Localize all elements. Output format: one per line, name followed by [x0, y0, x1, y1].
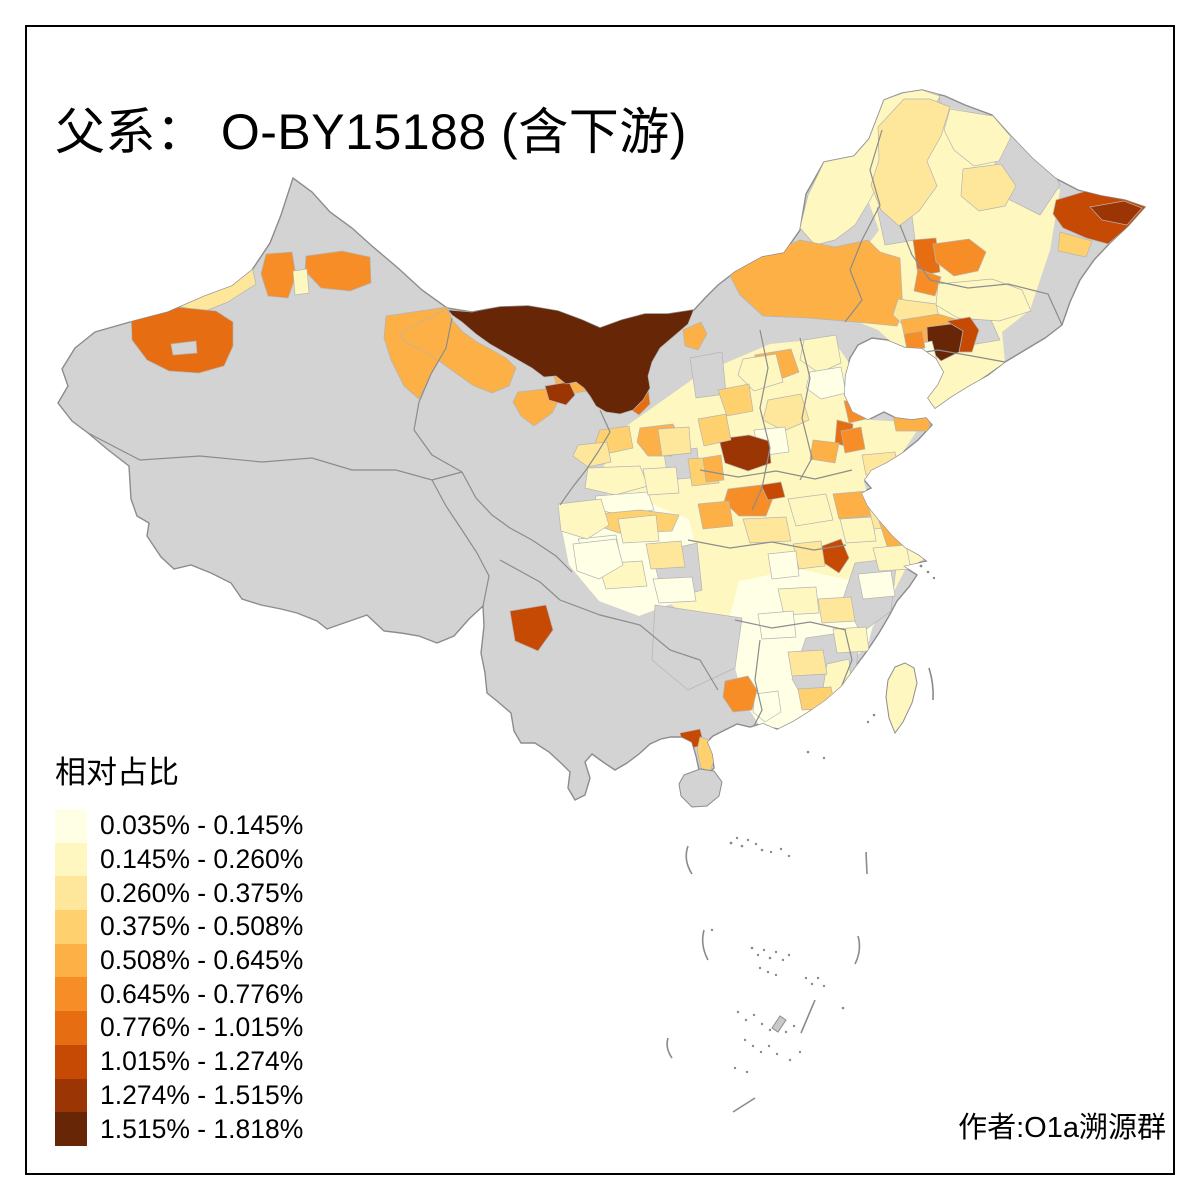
legend-swatch: [55, 910, 87, 944]
legend-item: 0.375% - 0.508%: [55, 910, 303, 944]
legend-swatch: [55, 977, 87, 1012]
attribution-text: 作者:O1a溯源群: [958, 1112, 1166, 1144]
legend-swatch: [55, 943, 87, 978]
taiwan-island: [885, 662, 918, 735]
legend-item: 0.776% - 1.015%: [55, 1011, 303, 1045]
legend-label: 1.515% - 1.818%: [100, 1113, 304, 1144]
legend-rows: 0.035% - 0.145% 0.145% - 0.260% 0.260% - 0…: [55, 809, 303, 1146]
legend-label: 1.274% - 1.515%: [100, 1079, 304, 1110]
map-title: 父系： O-BY15188 (含下游): [55, 103, 687, 160]
province-borders: [87, 129, 1063, 731]
legend-swatch: [55, 1044, 87, 1079]
legend-item: 0.145% - 0.260%: [55, 842, 304, 877]
nine-dash-line: [666, 564, 936, 1113]
legend-label: 1.015% - 1.274%: [100, 1046, 304, 1077]
legend-item: 0.260% - 0.375%: [55, 876, 304, 911]
legend-label: 0.645% - 0.776%: [100, 978, 304, 1009]
legend: 相对占比 0.035% - 0.145% 0.145% - 0.260% 0.260…: [55, 747, 303, 1146]
legend-item: 0.035% - 0.145%: [55, 809, 303, 843]
islands: [678, 662, 918, 1033]
legend-item: 0.508% - 0.645%: [55, 943, 304, 978]
legend-label: 0.145% - 0.260%: [100, 844, 304, 875]
legend-swatch: [55, 1078, 87, 1113]
legend-title: 相对占比: [55, 755, 179, 790]
legend-swatch: [55, 809, 87, 843]
legend-item: 0.645% - 0.776%: [55, 977, 304, 1012]
legend-item: 1.274% - 1.515%: [55, 1078, 304, 1113]
legend-label: 0.035% - 0.145%: [100, 810, 304, 841]
legend-item: 1.015% - 1.274%: [55, 1044, 304, 1079]
legend-swatch: [55, 876, 87, 911]
legend-label: 0.260% - 0.375%: [100, 877, 304, 908]
legend-item: 1.515% - 1.818%: [55, 1112, 303, 1146]
islets: [710, 564, 936, 1074]
legend-swatch: [55, 1011, 87, 1045]
legend-swatch: [55, 1112, 87, 1146]
legend-label: 0.508% - 0.645%: [100, 945, 304, 976]
legend-swatch: [55, 842, 87, 877]
legend-label: 0.776% - 1.015%: [100, 1012, 304, 1043]
hainan-island: [678, 768, 723, 808]
legend-label: 0.375% - 0.508%: [100, 911, 304, 942]
